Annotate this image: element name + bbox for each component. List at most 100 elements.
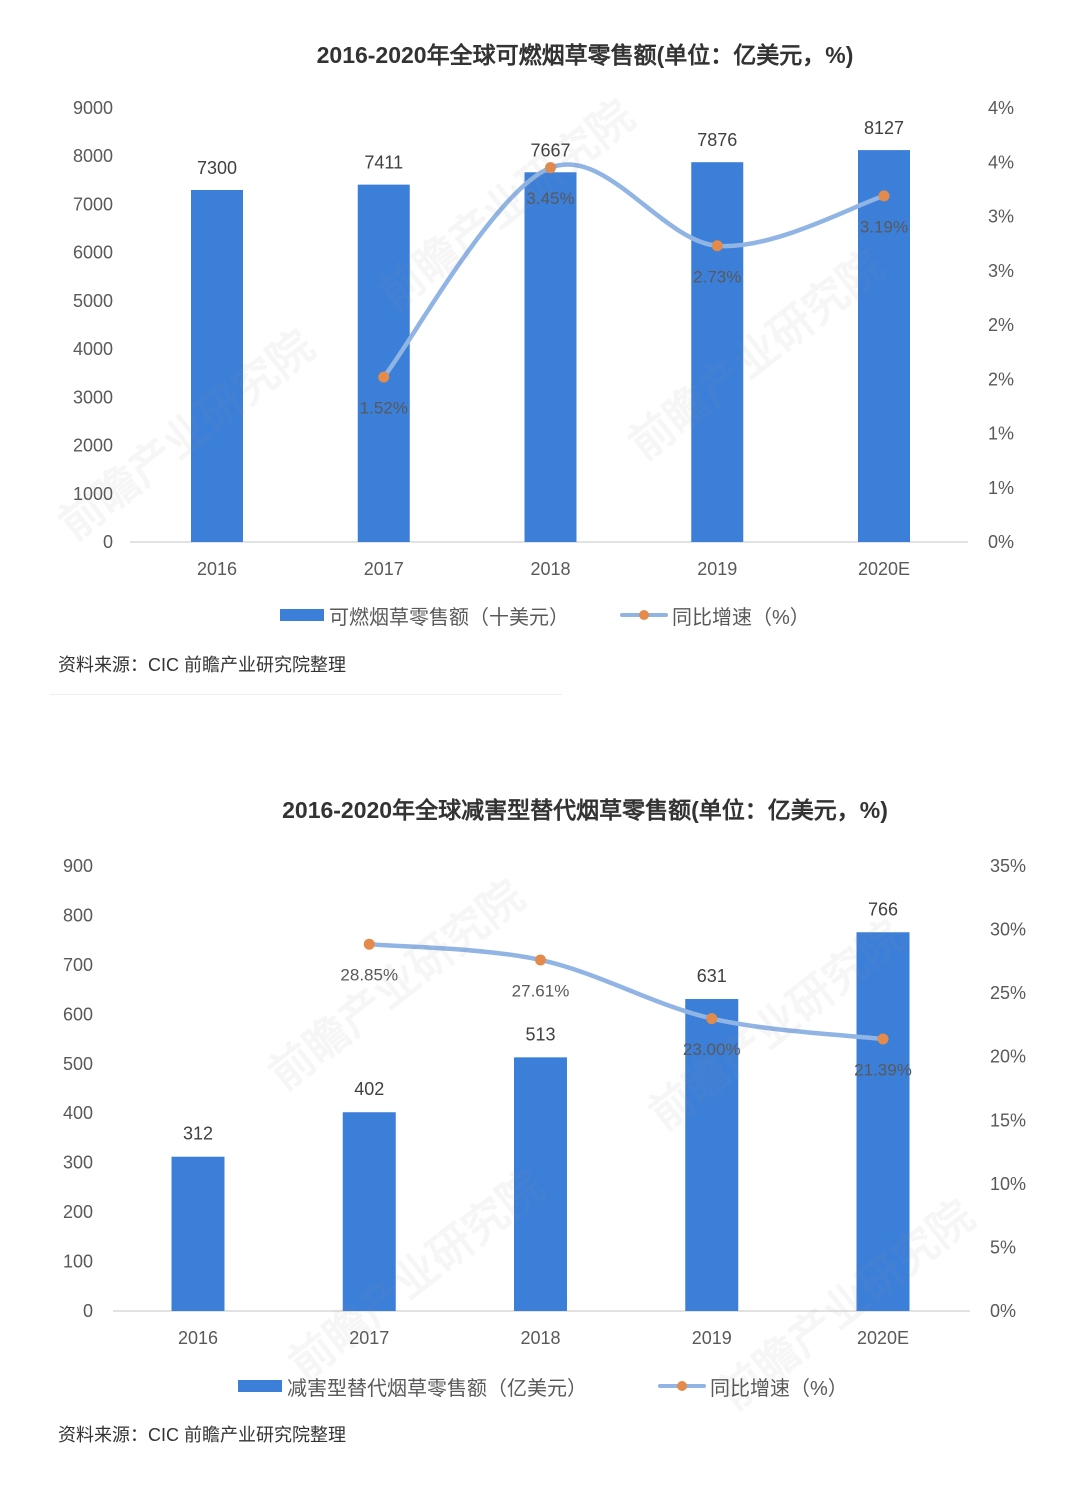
- bar-value-label: 631: [697, 966, 727, 986]
- y-left-tick-label: 9000: [73, 98, 113, 118]
- x-category-label: 2016: [178, 1328, 218, 1348]
- bar-value-label: 402: [354, 1079, 384, 1099]
- line-marker: [545, 162, 556, 174]
- y-left-tick-label: 800: [63, 905, 93, 925]
- chart-1-legend-line-series: 同比增速（%）: [620, 602, 810, 629]
- y-right-tick-label: 0%: [990, 1301, 1016, 1321]
- y-right-tick-label: 1%: [988, 478, 1014, 498]
- y-left-tick-label: 600: [63, 1004, 93, 1024]
- y-right-tick-label: 30%: [990, 920, 1026, 940]
- y-right-tick-label: 4%: [988, 152, 1014, 172]
- bar-value-label: 766: [868, 899, 898, 919]
- y-right-tick-label: 2%: [988, 369, 1014, 389]
- y-right-tick-label: 5%: [990, 1237, 1016, 1257]
- bar: [171, 1156, 225, 1311]
- line-marker: [378, 371, 390, 383]
- bar-value-label: 8127: [864, 118, 904, 138]
- legend-label: 同比增速（%）: [672, 606, 810, 629]
- section-divider: [50, 694, 562, 695]
- line-value-label: 2.73%: [693, 267, 741, 286]
- legend-line-swatch: [620, 602, 668, 628]
- bar: [357, 184, 410, 542]
- y-right-tick-label: 35%: [990, 856, 1026, 876]
- chart-2-legend-line-series: 同比增速（%）: [658, 1373, 848, 1400]
- chart-2-title: 2016-2020年全球减害型替代烟草零售额(单位：亿美元，%): [282, 797, 888, 823]
- legend-label: 同比增速（%）: [710, 1377, 848, 1400]
- bar-value-label: 7411: [364, 153, 403, 173]
- line-value-label: 3.19%: [860, 217, 908, 236]
- x-category-label: 2020E: [858, 559, 910, 579]
- line-marker: [535, 954, 546, 966]
- x-category-label: 2018: [530, 559, 570, 579]
- x-category-label: 2017: [364, 559, 404, 579]
- bar: [685, 999, 739, 1311]
- series-line: [381, 162, 887, 380]
- bar: [191, 189, 243, 542]
- chart-2-plot: 0 100 200 300 400 500 600 700 800 900 0% 5% 10% 15% 20…: [63, 856, 1026, 1348]
- line-value-label: 23.00%: [683, 1040, 741, 1059]
- chart-2-legend-bar-series: 减害型替代烟草零售额（亿美元）: [238, 1373, 587, 1400]
- legend-label: 减害型替代烟草零售额（亿美元）: [287, 1377, 587, 1400]
- bar-value-label: 7667: [530, 140, 570, 160]
- y-left-tick-label: 6000: [73, 243, 113, 263]
- y-left-tick-label: 3000: [73, 387, 113, 407]
- chart-2-source: 资料来源：CIC 前瞻产业研究院整理: [58, 1425, 346, 1445]
- line-marker: [877, 1033, 889, 1045]
- y-left-tick-label: 8000: [73, 146, 113, 166]
- bar: [524, 172, 577, 543]
- y-right-tick-label: 4%: [988, 98, 1014, 118]
- x-category-label: 2016: [197, 559, 237, 579]
- y-left-tick-label: 7000: [73, 194, 113, 214]
- legend-line-swatch: [658, 1373, 706, 1399]
- legend-bar-swatch: [238, 1380, 282, 1392]
- y-left-tick-label: 400: [63, 1103, 93, 1123]
- y-left-tick-label: 0: [83, 1301, 93, 1321]
- y-left-tick-label: 5000: [73, 291, 113, 311]
- y-left-tick-label: 900: [63, 856, 93, 876]
- y-left-tick-label: 700: [63, 955, 93, 975]
- y-right-tick-label: 25%: [990, 983, 1026, 1003]
- line-value-label: 1.52%: [360, 399, 408, 418]
- y-left-tick-label: 4000: [73, 339, 113, 359]
- bar-value-label: 513: [525, 1024, 555, 1044]
- bar-value-label: 7300: [197, 158, 237, 178]
- series-line: [367, 941, 886, 1042]
- x-category-label: 2020E: [857, 1328, 909, 1348]
- y-left-tick-label: 300: [63, 1153, 93, 1173]
- bar-value-label: 7876: [697, 130, 737, 150]
- chart-1-plot: 0 1000 2000 3000 4000 5000 6000 7000 8000 9000 0% 1…: [73, 98, 1014, 579]
- bar: [856, 932, 910, 1311]
- bar: [514, 1057, 567, 1311]
- bar: [342, 1112, 396, 1311]
- line-marker: [878, 190, 890, 202]
- bar: [858, 150, 910, 542]
- y-right-tick-label: 10%: [990, 1174, 1026, 1194]
- bar-value-label: 312: [183, 1124, 213, 1144]
- y-left-tick-label: 100: [63, 1252, 93, 1272]
- x-category-label: 2019: [692, 1328, 732, 1348]
- y-left-tick-label: 0: [103, 532, 113, 552]
- y-right-tick-label: 15%: [990, 1110, 1026, 1130]
- chart-1-source: 资料来源：CIC 前瞻产业研究院整理: [58, 655, 346, 675]
- y-right-tick-label: 2%: [988, 315, 1014, 335]
- y-right-tick-label: 20%: [990, 1047, 1026, 1067]
- y-left-tick-label: 200: [63, 1202, 93, 1222]
- legend-bar-swatch: [280, 609, 324, 621]
- x-category-label: 2017: [349, 1328, 389, 1348]
- line-value-label: 21.39%: [854, 1061, 912, 1080]
- line-value-label: 3.45%: [526, 189, 574, 208]
- y-right-tick-label: 0%: [988, 532, 1014, 552]
- line-value-label: 28.85%: [340, 966, 398, 985]
- bar: [691, 162, 744, 542]
- y-right-tick-label: 1%: [988, 424, 1014, 444]
- x-category-label: 2019: [697, 559, 737, 579]
- y-right-tick-label: 3%: [988, 261, 1014, 281]
- y-left-tick-label: 2000: [73, 436, 113, 456]
- y-left-tick-label: 500: [63, 1054, 93, 1074]
- chart-1-legend-bar-series: 可燃烟草零售额（十美元）: [280, 602, 569, 629]
- line-marker: [711, 240, 723, 252]
- line-value-label: 27.61%: [512, 981, 570, 1000]
- legend-label: 可燃烟草零售额（十美元）: [329, 606, 569, 629]
